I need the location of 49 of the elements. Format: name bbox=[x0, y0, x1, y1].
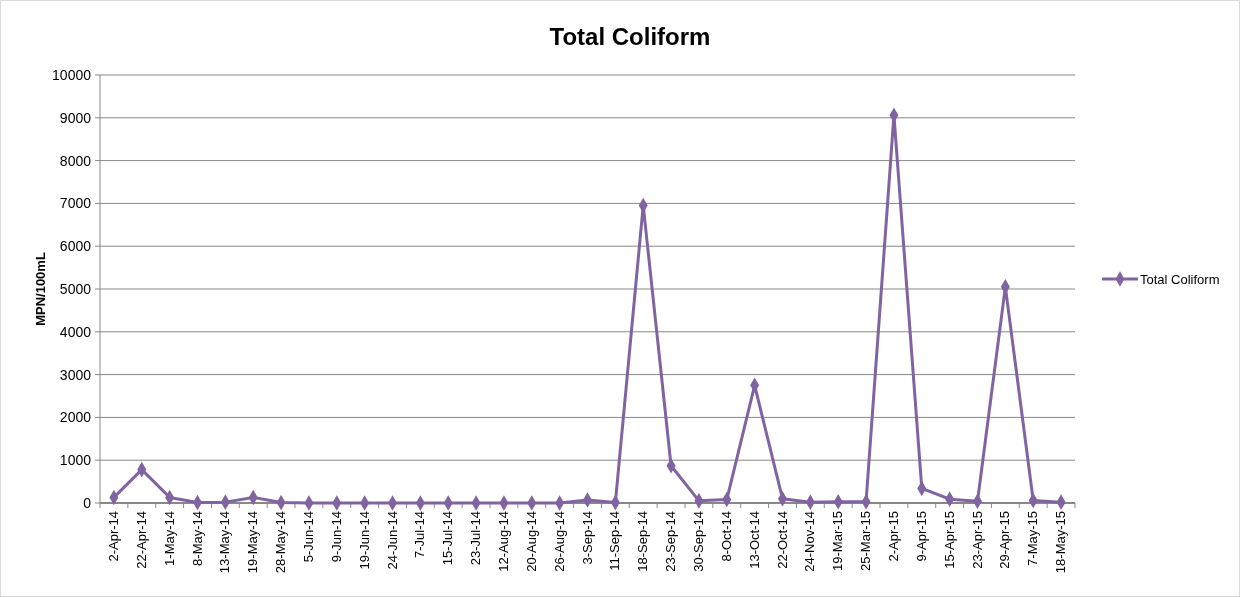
x-tick-label: 8-Oct-14 bbox=[718, 511, 734, 562]
x-tick-label: 15-Jul-14 bbox=[440, 511, 456, 566]
x-tick-label: 29-Apr-15 bbox=[997, 511, 1013, 569]
y-tick-label: 3000 bbox=[59, 366, 92, 383]
x-tick-label: 28-May-14 bbox=[273, 511, 289, 574]
x-tick-label: 24-Nov-14 bbox=[802, 511, 818, 572]
x-tick-label: 19-Jun-14 bbox=[356, 511, 372, 570]
x-tick-label: 22-Apr-14 bbox=[133, 511, 149, 569]
x-tick-label: 13-Oct-14 bbox=[746, 511, 762, 569]
x-tick-label: 2-Apr-15 bbox=[885, 511, 901, 562]
x-tick-label: 5-Jun-14 bbox=[300, 511, 316, 563]
y-tick-label: 4000 bbox=[59, 323, 92, 340]
x-tick-label: 8-May-14 bbox=[189, 511, 205, 566]
x-tick-label: 3-Sep-14 bbox=[579, 511, 595, 565]
x-tick-label: 1-May-14 bbox=[161, 511, 177, 566]
x-tick-label: 9-Jun-14 bbox=[328, 511, 344, 563]
y-tick-label: 2000 bbox=[59, 409, 92, 426]
x-tick-label: 15-Apr-15 bbox=[941, 511, 957, 569]
y-tick-label: 0 bbox=[83, 494, 92, 511]
x-tick-label: 9-Apr-15 bbox=[913, 511, 929, 562]
chart-title: Total Coliform bbox=[549, 23, 711, 50]
legend-label: Total Coliform bbox=[1140, 271, 1220, 287]
y-tick-label: 9000 bbox=[59, 109, 92, 126]
x-tick-label: 7-May-15 bbox=[1025, 511, 1041, 566]
x-tick-label: 23-Sep-14 bbox=[663, 511, 679, 572]
x-tick-label: 13-May-14 bbox=[217, 511, 233, 574]
x-tick-label: 24-Jun-14 bbox=[384, 511, 400, 570]
x-tick-label: 22-Oct-14 bbox=[774, 511, 790, 569]
y-tick-label: 7000 bbox=[59, 195, 92, 212]
y-axis-title: MPN/100mL bbox=[33, 252, 48, 326]
x-tick-label: 20-Aug-14 bbox=[523, 511, 539, 572]
x-tick-label: 19-Mar-15 bbox=[830, 511, 846, 571]
x-tick-label: 30-Sep-14 bbox=[690, 511, 706, 572]
x-tick-label: 18-May-15 bbox=[1053, 511, 1069, 574]
y-tick-label: 8000 bbox=[59, 152, 92, 169]
x-tick-label: 25-Mar-15 bbox=[858, 511, 874, 571]
y-tick-label: 6000 bbox=[59, 238, 92, 255]
y-tick-label: 5000 bbox=[59, 280, 92, 297]
x-tick-label: 2-Apr-14 bbox=[105, 511, 121, 562]
x-tick-label: 26-Aug-14 bbox=[551, 511, 567, 572]
y-tick-label: 1000 bbox=[59, 452, 92, 469]
y-tick-label: 10000 bbox=[52, 66, 92, 83]
x-tick-label: 12-Aug-14 bbox=[495, 511, 511, 572]
x-tick-label: 23-Jul-14 bbox=[468, 511, 484, 566]
x-tick-label: 7-Jul-14 bbox=[412, 511, 428, 558]
x-tick-label: 11-Sep-14 bbox=[607, 511, 623, 571]
x-tick-label: 23-Apr-15 bbox=[969, 511, 985, 569]
x-tick-label: 18-Sep-14 bbox=[635, 511, 651, 572]
x-tick-label: 19-May-14 bbox=[245, 511, 261, 574]
